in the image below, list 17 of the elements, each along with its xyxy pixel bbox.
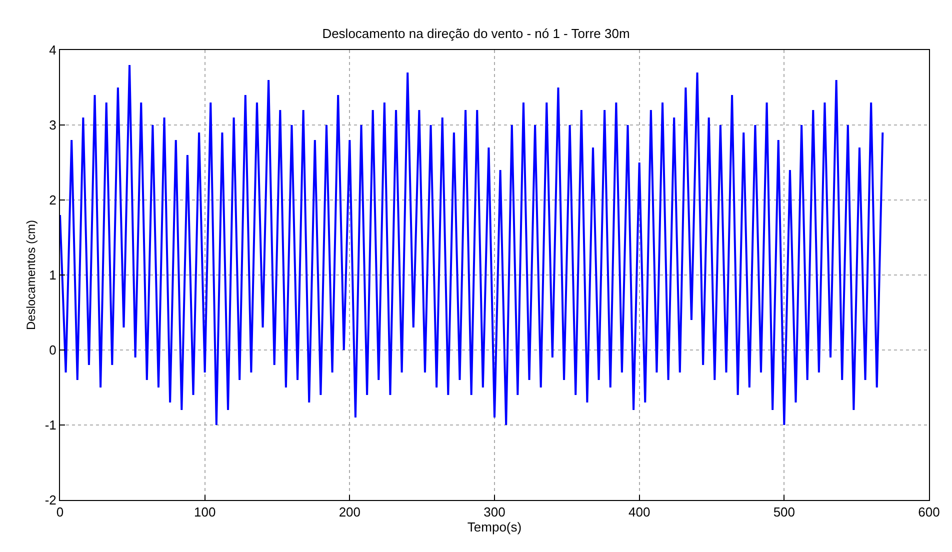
x-tick-label: 100 (194, 504, 216, 520)
x-tick-label: 500 (773, 504, 796, 520)
y-tick-label: 2 (49, 192, 56, 208)
y-tick-label: 4 (49, 42, 56, 58)
x-tick-label: 200 (338, 504, 361, 520)
y-tick-label: 0 (49, 342, 56, 358)
x-tick-label: 400 (628, 504, 650, 520)
x-tick-label: 300 (484, 504, 506, 520)
x-tick-label: 600 (918, 504, 940, 520)
y-tick-label: 3 (49, 118, 56, 133)
y-axis-title: Deslocamentos (cm) (24, 220, 38, 330)
y-tick-label: -1 (44, 418, 56, 433)
line-series (60, 64, 884, 426)
x-axis-title: Tempo(s) (467, 520, 522, 535)
y-tick-label: 1 (49, 268, 56, 283)
y-tick-label: -2 (44, 492, 56, 508)
chart-title: Deslocamento na direção do vento - nó 1 - Torre 30m (322, 26, 630, 41)
